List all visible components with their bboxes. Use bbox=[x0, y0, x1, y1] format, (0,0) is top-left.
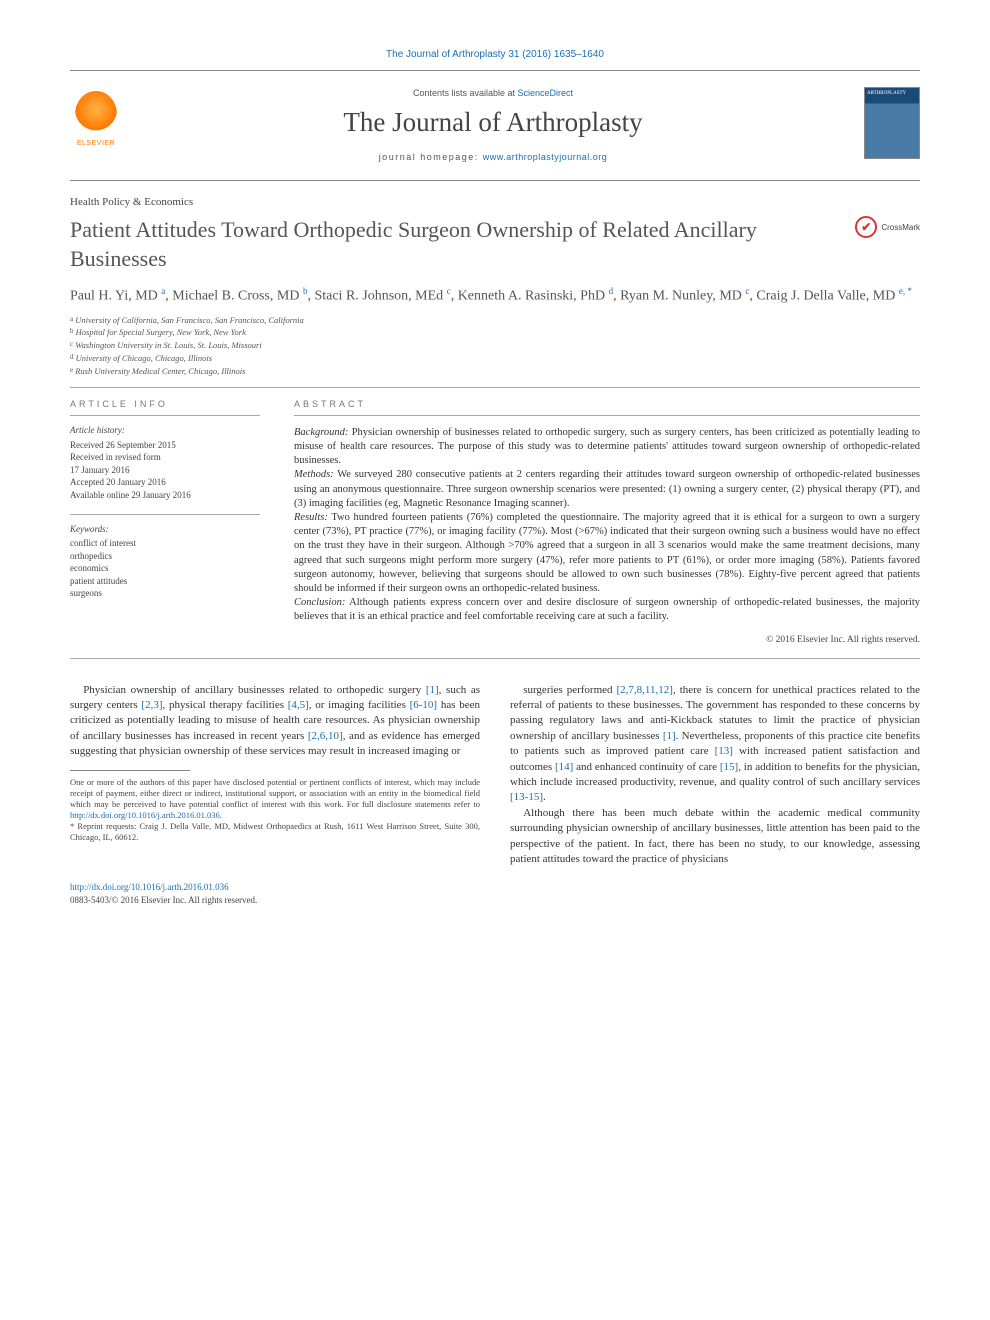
body-para-1: Physician ownership of ancillary busines… bbox=[70, 683, 480, 760]
keyword-line: surgeons bbox=[70, 587, 260, 600]
contents-prefix: Contents lists available at bbox=[413, 88, 518, 98]
keywords-label: Keywords: bbox=[70, 523, 260, 536]
body-span: Physician ownership of ancillary busines… bbox=[83, 684, 426, 696]
ref-link[interactable]: [13-15] bbox=[510, 791, 543, 803]
footnote-text: . bbox=[220, 810, 222, 820]
keyword-line: patient attitudes bbox=[70, 575, 260, 588]
history-line: Accepted 20 January 2016 bbox=[70, 476, 260, 489]
abs-conclusion-label: Conclusion: bbox=[294, 597, 345, 608]
disclosure-footnote: One or more of the authors of this paper… bbox=[70, 777, 480, 821]
affiliations: a University of California, San Francisc… bbox=[70, 314, 920, 378]
journal-name: The Journal of Arthroplasty bbox=[136, 104, 850, 142]
keyword-line: economics bbox=[70, 562, 260, 575]
footnote-text: One or more of the authors of this paper… bbox=[70, 777, 480, 809]
abs-background-label: Background: bbox=[294, 427, 348, 438]
history-line: Received 26 September 2015 bbox=[70, 439, 260, 452]
abs-methods-label: Methods: bbox=[294, 469, 334, 480]
sciencedirect-link[interactable]: ScienceDirect bbox=[518, 88, 574, 98]
rule-info-mid bbox=[70, 514, 260, 515]
body-text: Physician ownership of ancillary busines… bbox=[70, 683, 920, 868]
affiliation-line: d University of Chicago, Chicago, Illino… bbox=[70, 352, 920, 365]
citation-line: The Journal of Arthroplasty 31 (2016) 16… bbox=[70, 48, 920, 62]
history-line: 17 January 2016 bbox=[70, 464, 260, 477]
abs-conclusion: Although patients express concern over a… bbox=[294, 597, 920, 622]
ref-link[interactable]: [2,6,10] bbox=[308, 730, 343, 742]
elsevier-tree-icon bbox=[75, 91, 117, 137]
ref-link[interactable]: [14] bbox=[555, 761, 573, 773]
disclosure-doi-link[interactable]: http://dx.doi.org/10.1016/j.arth.2016.01… bbox=[70, 810, 220, 820]
abstract-body: Background: Physician ownership of busin… bbox=[294, 426, 920, 624]
ref-link[interactable]: [1] bbox=[663, 730, 676, 742]
body-span: . bbox=[543, 791, 546, 803]
history-label: Article history: bbox=[70, 424, 260, 437]
body-para-2: surgeries performed [2,7,8,11,12], there… bbox=[510, 683, 920, 806]
abstract-column: ABSTRACT Background: Physician ownership… bbox=[294, 398, 920, 647]
keyword-line: orthopedics bbox=[70, 550, 260, 563]
footnote-rule bbox=[70, 770, 190, 771]
history-line: Available online 29 January 2016 bbox=[70, 489, 260, 502]
keyword-line: conflict of interest bbox=[70, 537, 260, 550]
ref-link[interactable]: [1] bbox=[426, 684, 439, 696]
page-footer: http://dx.doi.org/10.1016/j.arth.2016.01… bbox=[70, 881, 920, 906]
abs-results-label: Results: bbox=[294, 512, 328, 523]
paper-title: Patient Attitudes Toward Orthopedic Surg… bbox=[70, 216, 835, 273]
rule-above-abstract bbox=[70, 387, 920, 388]
article-info-column: ARTICLE INFO Article history: Received 2… bbox=[70, 398, 260, 647]
rule-below-abstract bbox=[70, 658, 920, 659]
contents-line: Contents lists available at ScienceDirec… bbox=[136, 87, 850, 100]
reprint-footnote: * Reprint requests: Craig J. Della Valle… bbox=[70, 821, 480, 843]
crossmark-badge[interactable]: ✔ CrossMark bbox=[855, 216, 920, 238]
ref-link[interactable]: [15] bbox=[720, 761, 738, 773]
abstract-copyright: © 2016 Elsevier Inc. All rights reserved… bbox=[294, 634, 920, 647]
article-info-head: ARTICLE INFO bbox=[70, 398, 260, 416]
homepage-prefix: journal homepage: bbox=[379, 152, 483, 162]
rule-top bbox=[70, 70, 920, 71]
abs-results: Two hundred fourteen patients (76%) comp… bbox=[294, 512, 920, 594]
rule-header-bottom bbox=[70, 180, 920, 181]
authors-line: Paul H. Yi, MD a, Michael B. Cross, MD b… bbox=[70, 284, 920, 308]
body-para-3: Although there has been much debate with… bbox=[510, 806, 920, 868]
ref-link[interactable]: [13] bbox=[715, 745, 733, 757]
affiliation-line: c Washington University in St. Louis, St… bbox=[70, 339, 920, 352]
section-label: Health Policy & Economics bbox=[70, 195, 920, 210]
abs-methods: We surveyed 280 consecutive patients at … bbox=[294, 469, 920, 508]
homepage-link[interactable]: www.arthroplastyjournal.org bbox=[483, 152, 608, 162]
issn-copyright: 0883-5403/© 2016 Elsevier Inc. All right… bbox=[70, 895, 257, 905]
body-span: and enhanced continuity of care bbox=[573, 761, 720, 773]
cover-thumb-label: ARTHROPLASTY bbox=[867, 91, 906, 96]
reprint-text: Reprint requests: Craig J. Della Valle, … bbox=[70, 821, 480, 842]
abs-background: Physician ownership of businesses relate… bbox=[294, 427, 920, 466]
crossmark-icon: ✔ bbox=[855, 216, 877, 238]
elsevier-logo-label: ELSEVIER bbox=[77, 139, 115, 149]
affiliation-line: a University of California, San Francisc… bbox=[70, 314, 920, 327]
body-span: , physical therapy facilities bbox=[163, 699, 288, 711]
body-span: , or imaging facilities bbox=[309, 699, 410, 711]
ref-link[interactable]: [2,7,8,11,12] bbox=[617, 684, 673, 696]
journal-header: ELSEVIER Contents lists available at Sci… bbox=[70, 81, 920, 174]
body-span: surgeries performed bbox=[523, 684, 616, 696]
history-line: Received in revised form bbox=[70, 451, 260, 464]
elsevier-logo: ELSEVIER bbox=[70, 87, 122, 149]
homepage-line: journal homepage: www.arthroplastyjourna… bbox=[136, 151, 850, 164]
journal-cover-thumb: ARTHROPLASTY bbox=[864, 87, 920, 159]
ref-link[interactable]: [2,3] bbox=[141, 699, 162, 711]
crossmark-label: CrossMark bbox=[881, 222, 920, 233]
doi-link[interactable]: http://dx.doi.org/10.1016/j.arth.2016.01… bbox=[70, 882, 229, 892]
affiliation-line: b Hospital for Special Surgery, New York… bbox=[70, 326, 920, 339]
ref-link[interactable]: [6-10] bbox=[410, 699, 438, 711]
abstract-head: ABSTRACT bbox=[294, 398, 920, 416]
affiliation-line: e Rush University Medical Center, Chicag… bbox=[70, 365, 920, 378]
ref-link[interactable]: [4,5] bbox=[288, 699, 309, 711]
